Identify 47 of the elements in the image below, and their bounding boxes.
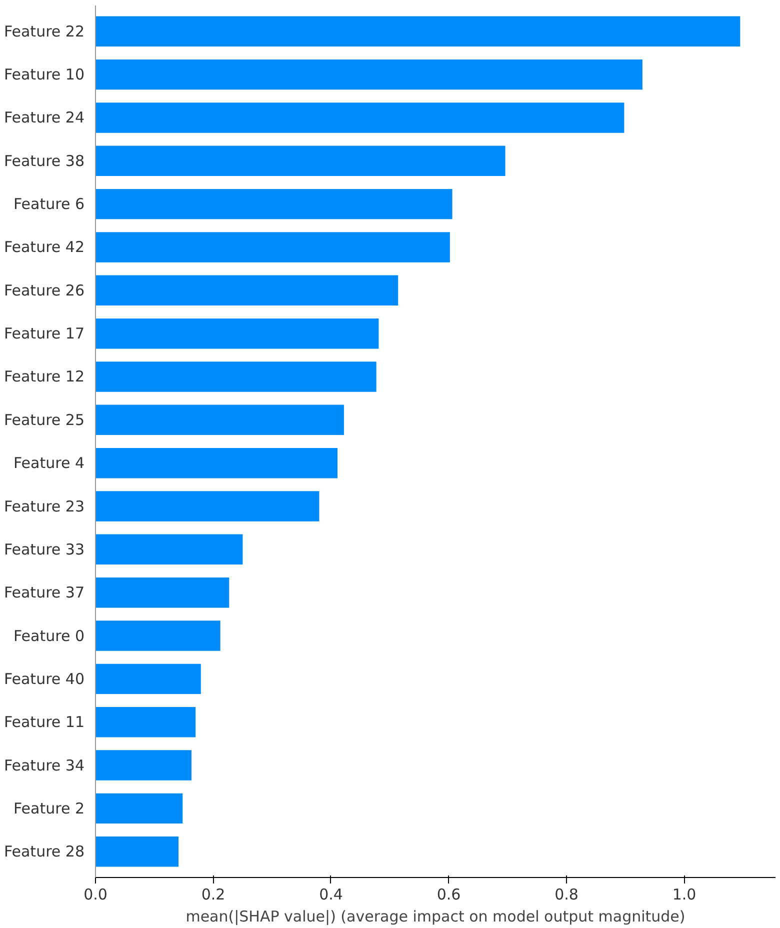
bar — [96, 16, 740, 47]
bar — [96, 275, 398, 306]
y-tick-label: Feature 38 — [4, 152, 85, 170]
y-tick-label: Feature 22 — [4, 22, 85, 40]
x-axis-title: mean(|SHAP value|) (average impact on model output magnitude) — [186, 908, 686, 926]
y-tick-label: Feature 17 — [4, 324, 85, 343]
y-tick-label: Feature 28 — [4, 842, 85, 861]
bar — [96, 750, 192, 780]
y-tick-label: Feature 6 — [14, 195, 85, 214]
bar — [96, 793, 183, 824]
bar — [96, 664, 201, 694]
bar — [96, 232, 450, 262]
y-tick-label: Feature 4 — [14, 454, 85, 472]
y-tick-label: Feature 40 — [4, 670, 85, 688]
bar — [96, 404, 344, 436]
bar — [96, 706, 196, 738]
bar — [96, 188, 452, 220]
y-tick-label: Feature 37 — [4, 584, 85, 602]
x-tick-label: 0.2 — [201, 886, 226, 904]
y-tick-label: Feature 42 — [4, 238, 85, 256]
y-tick-label: Feature 33 — [4, 540, 85, 558]
x-tick-label: 0.6 — [436, 886, 461, 904]
y-tick-label: Feature 25 — [4, 410, 85, 429]
y-tick-label: Feature 23 — [4, 497, 85, 516]
bar — [96, 577, 230, 608]
bar — [96, 491, 320, 522]
y-tick-label: Feature 26 — [4, 281, 85, 300]
bar — [96, 362, 376, 392]
bar — [96, 146, 506, 176]
bar — [96, 102, 624, 133]
y-tick-label: Feature 24 — [4, 108, 85, 127]
x-tick-label: 1.0 — [672, 886, 696, 904]
y-tick-label: Feature 12 — [4, 368, 85, 386]
y-tick-label: Feature 0 — [14, 626, 85, 645]
bar — [96, 448, 338, 478]
bar — [96, 620, 220, 651]
bar — [96, 59, 642, 90]
x-tick-label: 0.8 — [554, 886, 578, 904]
y-tick-label: Feature 2 — [14, 799, 85, 818]
bar — [96, 534, 243, 565]
y-tick-label: Feature 11 — [4, 713, 85, 732]
x-tick-label: 0.4 — [319, 886, 343, 904]
bar — [96, 836, 179, 867]
y-tick-label: Feature 10 — [4, 66, 85, 84]
y-tick-label: Feature 34 — [4, 756, 85, 774]
bar — [96, 318, 379, 349]
x-tick-label: 0.0 — [84, 886, 108, 904]
